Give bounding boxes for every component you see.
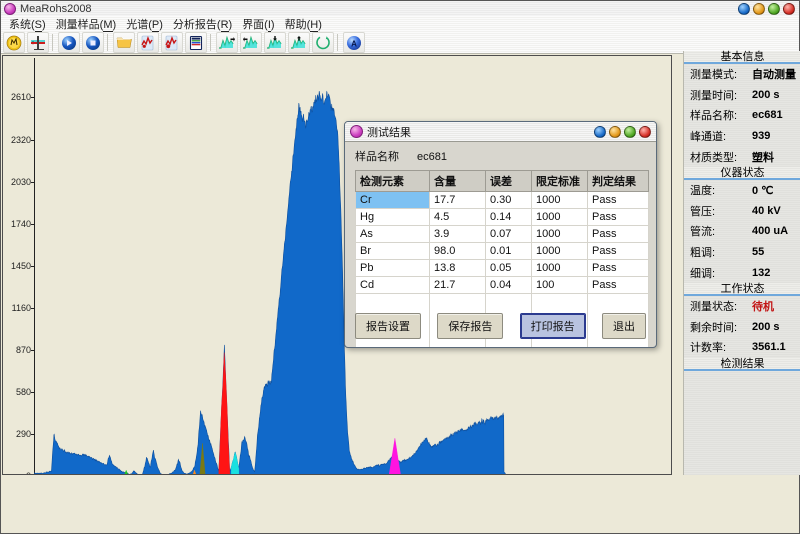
svg-text:A: A (351, 39, 357, 48)
